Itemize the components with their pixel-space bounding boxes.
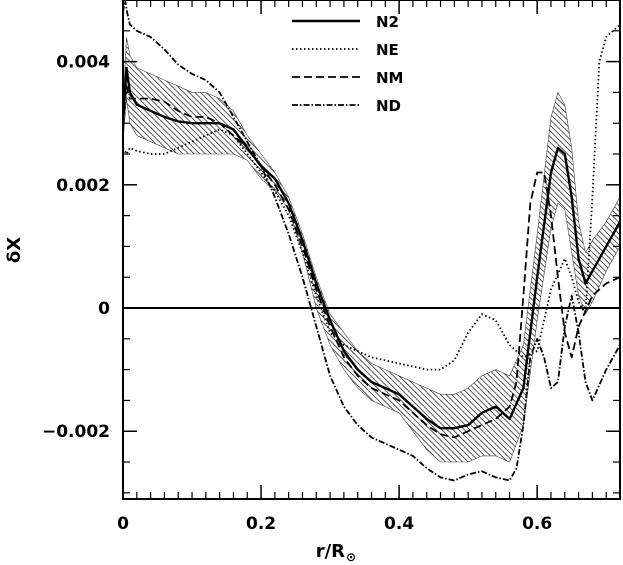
- x-axis-label: r/R: [316, 541, 345, 562]
- uncertainty-band: [123, 36, 620, 463]
- series-line-ne: [123, 23, 620, 371]
- x-tick-label: 0.2: [246, 514, 276, 534]
- legend-item-ne: NE: [292, 41, 399, 59]
- legend-label-nd: ND: [376, 97, 401, 115]
- legend-label-n2: N2: [376, 13, 399, 31]
- legend-item-nm: NM: [292, 69, 403, 87]
- x-axis-label-subscript: ⊙: [346, 550, 356, 564]
- y-tick-label: 0: [98, 299, 110, 319]
- y-tick-label: 0.004: [56, 53, 110, 73]
- y-axis-label: δX: [4, 237, 25, 263]
- series-line-n2: [123, 66, 620, 430]
- y-tick-label: −0.002: [42, 422, 110, 442]
- legend-label-ne: NE: [376, 41, 399, 59]
- legend-item-n2: N2: [292, 13, 399, 31]
- x-tick-label: 0: [117, 514, 129, 534]
- plot-area: 0 0.2 0.4 0.6 −0.002 0 0.002 0.004: [42, 0, 621, 534]
- legend: N2 NE NM ND: [292, 13, 403, 115]
- x-tick-label: 0.4: [384, 514, 414, 534]
- x-tick-label: 0.6: [522, 514, 552, 534]
- legend-item-nd: ND: [292, 97, 401, 115]
- legend-label-nm: NM: [376, 69, 403, 87]
- y-tick-label: 0.002: [56, 176, 110, 196]
- series-line-nd: [123, 0, 620, 482]
